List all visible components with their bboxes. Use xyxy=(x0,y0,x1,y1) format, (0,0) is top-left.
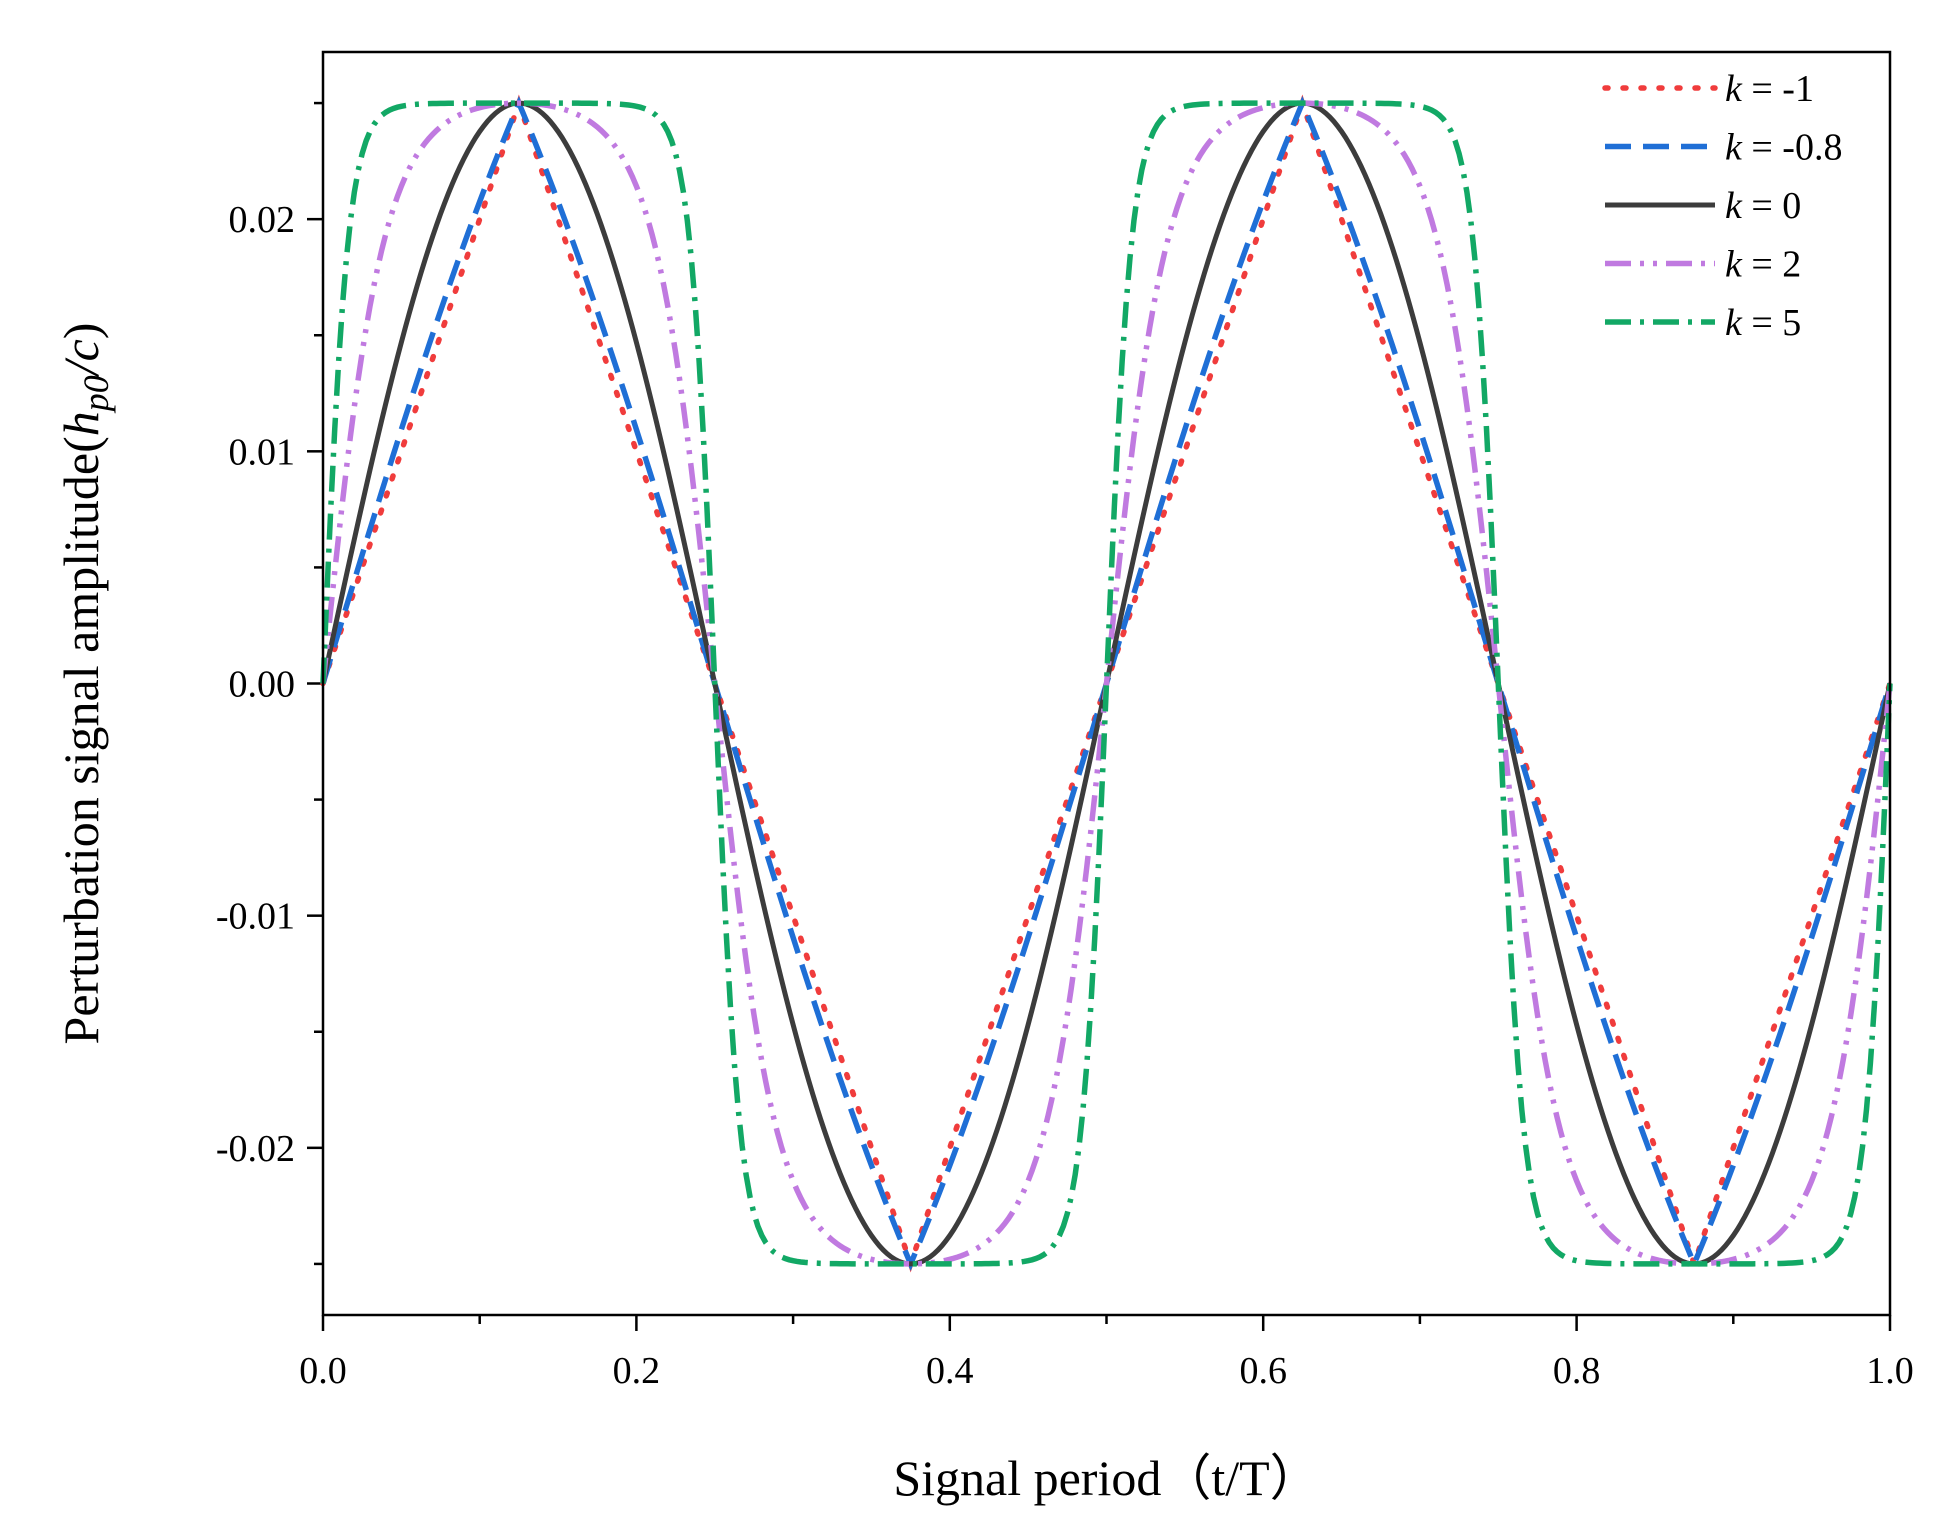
y-tick-label: -0.01 xyxy=(216,896,295,938)
x-axis-title: Signal period（t/T） xyxy=(893,1450,1319,1506)
plot-area xyxy=(320,94,1893,1273)
legend: k = -1k = -0.8k = 0k = 2k = 5 xyxy=(1602,68,1842,344)
legend-label-k: k xyxy=(1725,68,1743,110)
legend-label: k = -0.8 xyxy=(1725,127,1842,169)
tick-labels: 0.0 0.2 0.4 0.6 0.8 1.0 -0.02 -0.01 0.00 0.01 0.02 xyxy=(216,199,1914,1392)
y-tick-label: 0.00 xyxy=(229,664,296,706)
legend-label-k: k xyxy=(1725,302,1743,344)
x-tick-label: 0.2 xyxy=(613,1350,661,1392)
legend-label-value: = -1 xyxy=(1742,68,1814,110)
legend-label-value: = -0.8 xyxy=(1742,127,1843,169)
y-tick-label: 0.01 xyxy=(229,431,296,473)
y-axis-title-sub: p0 xyxy=(76,375,116,414)
y-axis-title-prefix: Perturbation signal amplitude( xyxy=(53,436,109,1044)
x-tick-label: 0.4 xyxy=(926,1350,974,1392)
x-tick-label: 0.6 xyxy=(1239,1350,1287,1392)
legend-label-value: = 5 xyxy=(1742,302,1801,344)
legend-label-k: k xyxy=(1725,127,1743,169)
y-axis-title-h: h xyxy=(53,411,109,436)
y-axis-title: Perturbation signal amplitude(hp0/c) xyxy=(53,323,116,1045)
y-tick-label: -0.02 xyxy=(216,1128,295,1170)
legend-label-k: k xyxy=(1725,185,1743,227)
y-axis-title-close: ) xyxy=(53,323,109,340)
x-tick-label: 0.8 xyxy=(1553,1350,1601,1392)
legend-label-k: k xyxy=(1725,244,1743,286)
x-tick-label: 1.0 xyxy=(1866,1350,1914,1392)
legend-label-value: = 0 xyxy=(1742,185,1801,227)
series-line xyxy=(320,100,1893,1267)
legend-label: k = 2 xyxy=(1725,244,1801,286)
plot-frame xyxy=(321,50,1892,1317)
legend-label: k = 5 xyxy=(1725,302,1801,344)
legend-label-value: = 2 xyxy=(1742,244,1801,286)
x-tick-label: 0.0 xyxy=(299,1350,347,1392)
series-line xyxy=(320,100,1893,1267)
y-tick-label: 0.02 xyxy=(229,199,296,241)
y-axis-title-var: /c xyxy=(53,339,109,378)
legend-label: k = 0 xyxy=(1725,185,1801,227)
legend-label: k = -1 xyxy=(1725,68,1814,110)
